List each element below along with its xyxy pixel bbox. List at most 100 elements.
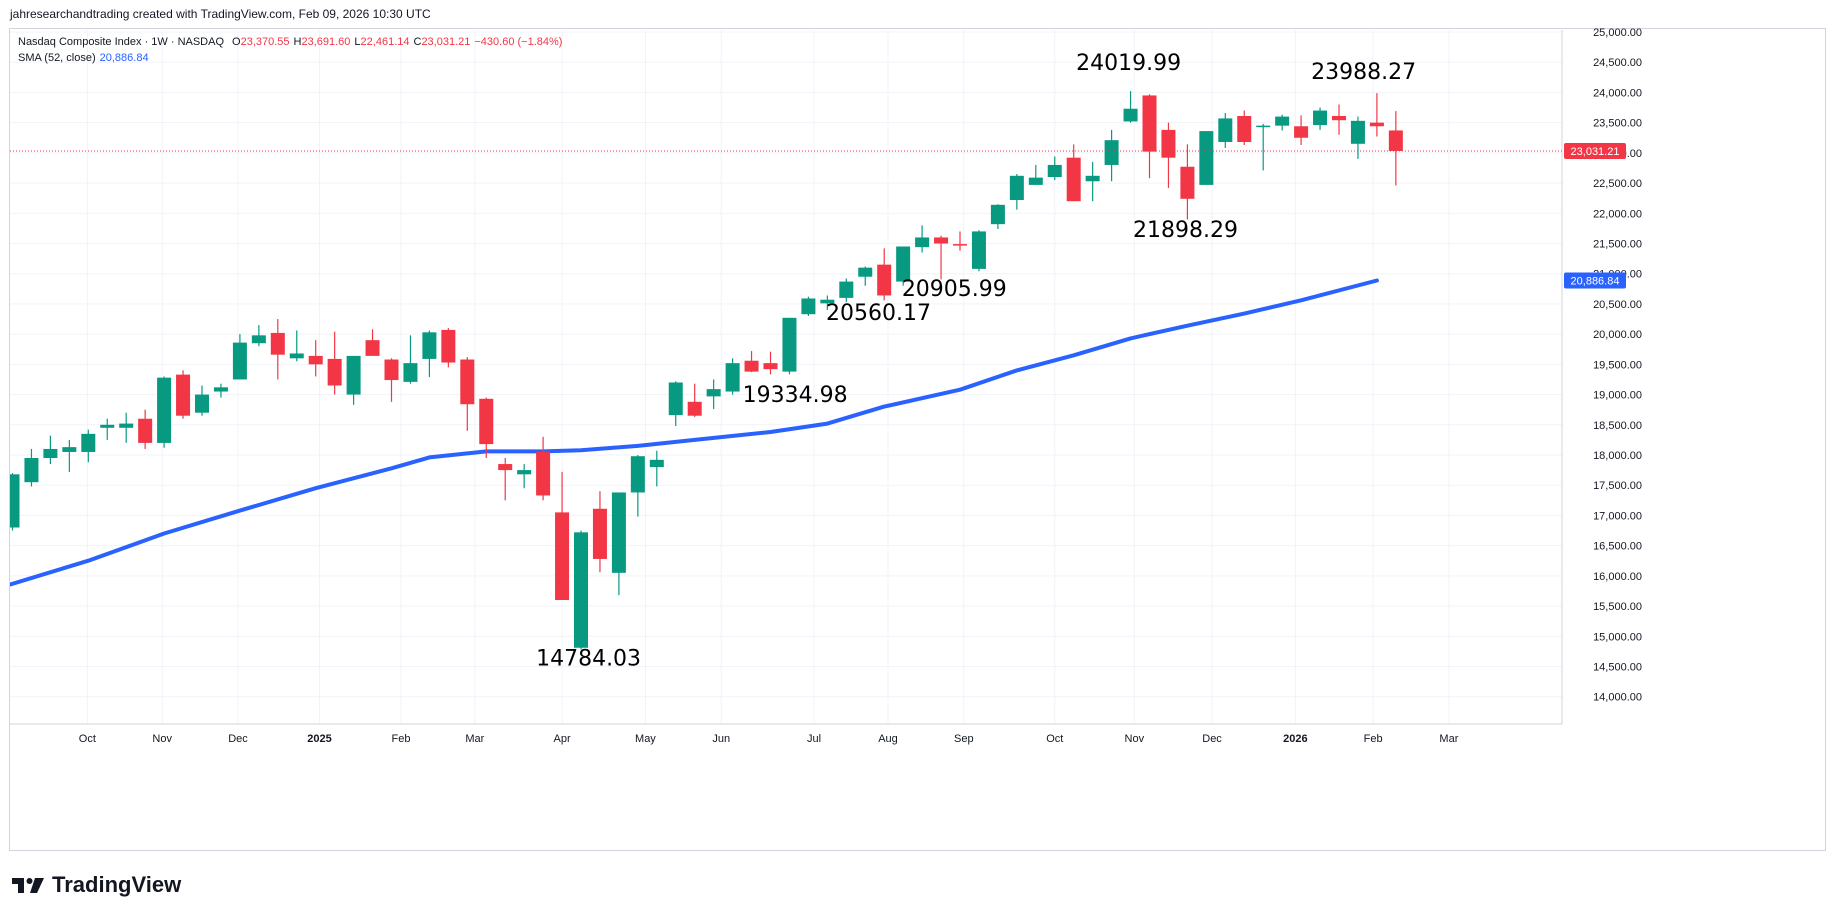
price-annotation: 19334.98 [743, 383, 848, 408]
close-value: 23,031.21 [421, 36, 471, 48]
candle-body[interactable] [422, 332, 437, 359]
candle-body[interactable] [119, 423, 134, 428]
candle-body[interactable] [1199, 131, 1214, 185]
candle-body[interactable] [1313, 110, 1328, 126]
candle-body[interactable] [801, 298, 816, 315]
candle-body[interactable] [157, 377, 172, 443]
candle-body[interactable] [1237, 115, 1252, 142]
candle-body[interactable] [176, 374, 191, 416]
y-tick-label: 14,000.00 [1593, 692, 1642, 704]
candle-body[interactable] [81, 433, 96, 452]
candle-body[interactable] [441, 329, 456, 363]
candle-body[interactable] [1332, 115, 1346, 121]
sma-line[interactable] [3, 278, 1379, 587]
y-tick-label: 15,000.00 [1593, 631, 1642, 643]
candle-body[interactable] [1256, 125, 1271, 128]
y-tick-label: 14,500.00 [1593, 661, 1642, 673]
candle-body[interactable] [213, 387, 228, 392]
candle-body[interactable] [649, 459, 664, 468]
candle-body[interactable] [1388, 130, 1403, 151]
candle-body[interactable] [820, 299, 835, 304]
candle-body[interactable] [138, 418, 153, 443]
tradingview-logo[interactable]: TradingView [12, 872, 181, 898]
candle-body[interactable] [1047, 164, 1062, 178]
candle-body[interactable] [782, 317, 797, 372]
x-tick-label: Jul [807, 733, 821, 745]
candle-body[interactable] [839, 281, 854, 298]
sma-label[interactable]: SMA (52, close) [18, 52, 96, 64]
candle-body[interactable] [1294, 126, 1309, 138]
ohlc-legend-row: Nasdaq Composite Index · 1W · NASDAQ O 23… [18, 34, 562, 50]
y-tick-label: 21,500.00 [1593, 238, 1642, 250]
y-tick-label: 20,000.00 [1593, 329, 1642, 341]
candle-body[interactable] [1275, 116, 1290, 126]
candle-body[interactable] [62, 447, 77, 452]
candle-body[interactable] [1104, 140, 1119, 165]
candle-body[interactable] [289, 353, 304, 359]
candle-body[interactable] [1028, 177, 1043, 185]
candle-body[interactable] [498, 464, 513, 471]
candle-body[interactable] [706, 389, 721, 397]
candle-body[interactable] [1066, 157, 1081, 202]
y-tick-label: 16,500.00 [1593, 541, 1642, 553]
candle-body[interactable] [1218, 118, 1233, 142]
candle-body[interactable] [896, 246, 911, 282]
candle-body[interactable] [536, 451, 551, 496]
tradingview-logo-text: TradingView [52, 872, 182, 897]
x-tick-label: Mar [1439, 733, 1458, 745]
candle-body[interactable] [100, 424, 115, 428]
candle-body[interactable] [668, 382, 683, 416]
candle-body[interactable] [934, 237, 949, 244]
candle-body[interactable] [24, 458, 39, 483]
candle-body[interactable] [270, 332, 285, 355]
candle-body[interactable] [990, 204, 1005, 225]
candle-body[interactable] [1123, 108, 1138, 122]
y-tick-label: 24,500.00 [1593, 57, 1642, 69]
candle-body[interactable] [6, 474, 20, 528]
y-tick-label: 24,000.00 [1593, 87, 1642, 99]
x-tick-label: Oct [79, 733, 96, 745]
candle-body[interactable] [592, 508, 607, 559]
candle-body[interactable] [1180, 166, 1195, 199]
candle-body[interactable] [232, 342, 247, 380]
y-tick-label: 16,000.00 [1593, 571, 1642, 583]
candle-body[interactable] [403, 363, 418, 382]
candle-body[interactable] [43, 448, 58, 459]
symbol-title[interactable]: Nasdaq Composite Index · 1W · NASDAQ [18, 36, 225, 48]
candle-body[interactable] [1161, 129, 1176, 158]
candle-body[interactable] [953, 244, 967, 246]
candle-body[interactable] [915, 237, 930, 248]
candle-body[interactable] [1369, 122, 1384, 127]
candle-body[interactable] [327, 358, 342, 386]
price-annotation: 20560.17 [826, 301, 931, 326]
candle-body[interactable] [384, 359, 399, 381]
candle-body[interactable] [195, 394, 209, 413]
candle-body[interactable] [1350, 120, 1365, 144]
sma-legend-value: 20,886.84 [99, 52, 149, 64]
candle-body[interactable] [877, 264, 892, 296]
candle-body[interactable] [574, 532, 588, 648]
candle-body[interactable] [517, 470, 532, 475]
price-annotation: 23988.27 [1311, 60, 1416, 85]
candle-body[interactable] [971, 231, 986, 269]
candle-body[interactable] [1085, 175, 1100, 182]
candle-body[interactable] [630, 456, 645, 493]
candle-body[interactable] [611, 492, 626, 573]
candle-body[interactable] [1009, 175, 1024, 200]
candle-body[interactable] [725, 363, 740, 392]
candle-body[interactable] [687, 401, 702, 416]
price-annotation: 20905.99 [902, 277, 1007, 302]
candle-body[interactable] [365, 340, 380, 356]
candle-body[interactable] [744, 360, 759, 372]
candle-body[interactable] [251, 335, 266, 344]
candle-body[interactable] [1142, 95, 1157, 152]
candle-body[interactable] [308, 355, 323, 365]
candle-body[interactable] [479, 398, 494, 445]
candle-body[interactable] [858, 267, 873, 277]
sma-legend-row: SMA (52, close) 20,886.84 [18, 50, 562, 66]
candle-body[interactable] [460, 359, 475, 405]
candle-body[interactable] [555, 512, 570, 601]
candle-body[interactable] [346, 355, 361, 395]
candle-body[interactable] [763, 363, 778, 370]
